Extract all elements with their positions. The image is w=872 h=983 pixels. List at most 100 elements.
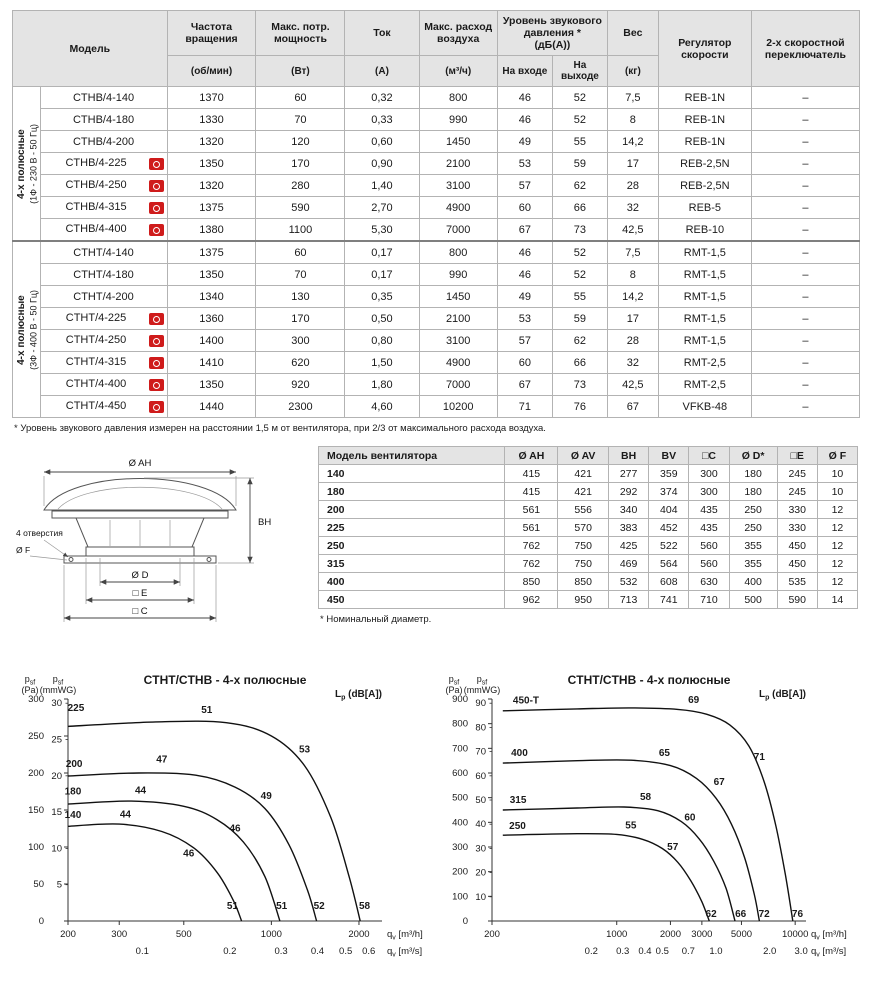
mounting-hole — [206, 557, 212, 562]
db-level-label: 57 — [667, 842, 679, 853]
svg-text:1000: 1000 — [606, 929, 627, 940]
unit-current: (А) — [344, 55, 420, 87]
svg-text:2000: 2000 — [660, 929, 681, 940]
model-name: CTHT/4-400 — [65, 378, 127, 390]
svg-text:700: 700 — [452, 743, 468, 754]
curve-size-label: 225 — [68, 703, 85, 714]
spec-value: 70 — [255, 108, 346, 131]
spec-value: – — [750, 196, 861, 219]
curve-size-label: 140 — [65, 810, 82, 821]
model-cell: CTHT/4-180 — [39, 263, 168, 286]
db-level-label: 44 — [120, 809, 132, 820]
spec-value: 71 — [496, 395, 553, 418]
spec-value: 1360 — [166, 307, 257, 330]
brand-badge-icon — [148, 357, 164, 369]
col-header-weight: Вес — [606, 10, 659, 56]
spec-row: 4-х полюсные (3Ф - 400 В - 50 Гц) CTHT/4-1… — [12, 240, 861, 418]
model-name: CTHB/4-140 — [72, 91, 135, 104]
svg-text:0.6: 0.6 — [362, 946, 375, 957]
fan-cowl — [43, 478, 237, 511]
dims-header-cell: Ø F — [816, 446, 859, 465]
spec-value: 1350 — [166, 263, 257, 286]
spec-value: – — [750, 240, 861, 264]
dims-value: 374 — [648, 482, 690, 501]
spec-value: 2300 — [255, 395, 346, 418]
dims-value: 425 — [608, 536, 650, 555]
model-name: CTHB/4-400 — [65, 223, 127, 235]
dims-table-head-row: Модель вентилятора Ø AH Ø AV BH BV □C Ø D* □E Ø … — [317, 446, 859, 465]
spec-value: 2100 — [418, 307, 498, 330]
spec-value: 990 — [418, 108, 498, 131]
dims-table-footnote: * Номинальный диаметр. — [320, 614, 432, 625]
spec-value: – — [750, 263, 861, 286]
dims-value: 452 — [648, 518, 690, 537]
dims-value: 245 — [776, 482, 818, 501]
dims-header-cell: Модель вентилятора — [317, 446, 506, 465]
dimensions-section: Ø AH BH — [14, 446, 859, 655]
dims-row: 225 561 570 383 452 435 250 330 12 — [317, 518, 859, 537]
dim-e-label: □ E — [133, 588, 148, 599]
model-name: CTHT/4-225 — [65, 312, 127, 324]
spec-value: 32 — [606, 351, 659, 374]
spec-value: 1340 — [166, 285, 257, 308]
db-level-label: 46 — [183, 849, 195, 860]
curve-size-label: 180 — [65, 786, 82, 797]
dims-value: 415 — [504, 464, 559, 483]
dims-value: 140 — [317, 464, 506, 483]
dims-value: 421 — [557, 482, 610, 501]
dims-row: 450 962 950 713 741 710 500 590 14 — [317, 590, 859, 609]
spec-row: CTHT/4-200 1340 130 0,35 1450 49 55 14,2 RMT-1,5… — [13, 285, 861, 308]
dims-value: 250 — [728, 500, 778, 519]
dims-value: 570 — [557, 518, 610, 537]
spec-value: 66 — [551, 196, 608, 219]
spec-value: 49 — [496, 130, 553, 153]
svg-text:50: 50 — [475, 795, 486, 806]
dims-value: 950 — [557, 590, 610, 609]
dims-row: 140 415 421 277 359 300 180 245 10 — [317, 464, 859, 483]
spec-value: 4900 — [418, 196, 498, 219]
spec-value: 590 — [255, 196, 346, 219]
dims-row: 200 561 556 340 404 435 250 330 12 — [317, 500, 859, 519]
spec-value: 1,40 — [344, 174, 420, 197]
model-name: CTHT/4-140 — [73, 246, 134, 259]
dims-row: 400 850 850 532 608 630 400 535 12 — [317, 572, 859, 591]
model-cell: CTHT/4-315 — [39, 351, 168, 374]
curve-size-label: 450-T — [513, 695, 539, 706]
spec-value: 46 — [496, 263, 553, 286]
dims-header-cell: Ø AH — [504, 446, 559, 465]
spec-value: – — [750, 174, 861, 197]
spec-value: 0,35 — [344, 285, 420, 308]
spec-value: 52 — [551, 263, 608, 286]
dims-value: 400 — [728, 572, 778, 591]
db-level-label: 53 — [299, 744, 311, 755]
svg-text:30: 30 — [51, 698, 62, 709]
dims-value: 713 — [608, 590, 650, 609]
db-level-label: 55 — [625, 820, 637, 831]
svg-text:30: 30 — [475, 843, 486, 854]
spec-value: 3100 — [418, 329, 498, 352]
dims-value: 500 — [728, 590, 778, 609]
dims-value: 180 — [317, 482, 506, 501]
brand-badge-icon — [148, 335, 164, 347]
model-name: CTHB/4-315 — [65, 201, 127, 213]
col-header-current: Ток — [344, 10, 420, 56]
brand-badge-icon — [148, 180, 164, 192]
spec-value: 4,60 — [344, 395, 420, 418]
db-level-label: 65 — [659, 748, 671, 759]
spec-value: REB-10 — [657, 218, 752, 242]
fan-curve-140 — [67, 823, 243, 922]
spec-value: RMT-1,5 — [657, 329, 752, 352]
spec-value: 66 — [551, 351, 608, 374]
spec-value: – — [750, 307, 861, 330]
spec-row: CTHT/4-250 1400 300 0,80 3100 57 62 28 RMT-1,5– — [13, 329, 861, 352]
spec-row: CTHT/4-450 1440 2300 4,60 10200 71 76 67 VFKB-48… — [13, 395, 861, 418]
model-cell: CTHT/4-450 — [39, 395, 168, 418]
dims-value: 330 — [776, 500, 818, 519]
dims-value: 300 — [688, 482, 730, 501]
spec-value: 73 — [551, 218, 608, 242]
dims-value: 469 — [608, 554, 650, 573]
svg-text:300: 300 — [452, 842, 468, 853]
spec-value: 1370 — [166, 86, 257, 109]
curve-size-label: 315 — [510, 795, 527, 806]
svg-text:3.0: 3.0 — [795, 946, 808, 957]
